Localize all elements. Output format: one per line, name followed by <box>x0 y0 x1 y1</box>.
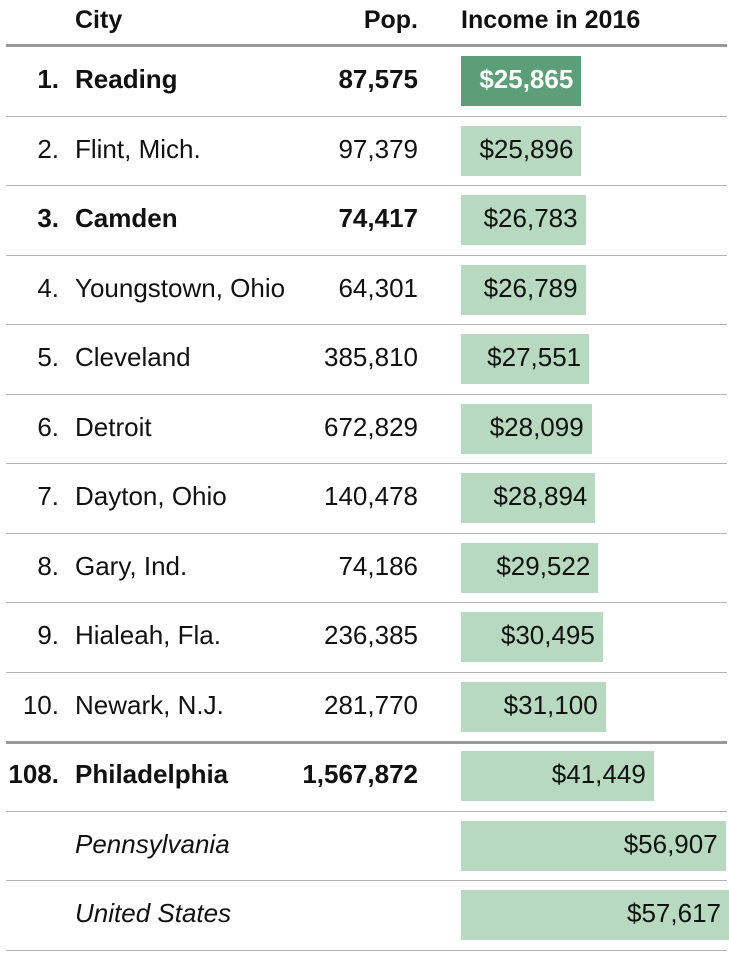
row-rank: 3. <box>37 203 59 233</box>
row-rank: 8. <box>37 550 59 581</box>
income-label: $31,100 <box>503 689 598 720</box>
income-label: $25,896 <box>479 133 574 164</box>
table-row: 6. Detroit 672,829 $28,099 <box>0 394 729 464</box>
row-city: Dayton, Ohio <box>75 481 227 511</box>
row-divider <box>6 463 727 464</box>
row-city: Pennsylvania <box>75 828 230 859</box>
income-bar: $27,551 <box>461 334 590 384</box>
income-label: $26,789 <box>483 272 578 303</box>
row-population: 385,810 <box>324 342 418 372</box>
row-divider <box>6 949 727 951</box>
income-bar: $41,449 <box>461 751 654 801</box>
table-row: 2. Flint, Mich. 97,379 $25,896 <box>0 116 729 186</box>
row-city: Youngstown, Ohio <box>75 272 286 303</box>
row-city: Flint, Mich. <box>75 133 201 164</box>
income-label: $28,894 <box>493 481 588 511</box>
row-city: Detroit <box>75 411 152 442</box>
row-city: Reading <box>75 64 178 94</box>
row-rank: 10. <box>22 689 59 720</box>
row-rank: 108. <box>8 759 59 789</box>
row-population: 236,385 <box>324 620 418 650</box>
row-population: 87,575 <box>338 64 418 94</box>
income-label: $26,783 <box>483 203 578 233</box>
row-city: Cleveland <box>75 342 191 372</box>
row-population: 74,186 <box>338 550 418 581</box>
row-divider <box>6 324 727 325</box>
row-divider <box>6 880 727 881</box>
table-row: 108. Philadelphia 1,567,872 $41,449 <box>0 741 729 811</box>
table-row: 8. Gary, Ind. 74,186 $29,522 <box>0 533 729 603</box>
table-row: 7. Dayton, Ohio 140,478 $28,894 <box>0 463 729 533</box>
row-population: 64,301 <box>338 272 418 303</box>
table-row: Pennsylvania $56,907 <box>0 811 729 881</box>
row-divider <box>6 185 727 186</box>
row-rank: 4. <box>37 272 59 303</box>
income-bar: $56,907 <box>461 820 726 871</box>
row-divider <box>6 44 727 47</box>
row-city: Camden <box>75 203 178 233</box>
row-population: 140,478 <box>324 481 418 511</box>
row-divider <box>6 532 727 534</box>
income-label: $29,522 <box>496 550 591 581</box>
income-bar: $57,617 <box>461 890 729 940</box>
income-label: $41,449 <box>551 759 646 789</box>
table-row: 3. Camden 74,417 $26,783 <box>0 185 729 255</box>
row-rank: 1. <box>37 64 59 94</box>
income-bar: $25,896 <box>461 125 582 176</box>
income-bar: $26,783 <box>461 195 586 245</box>
header-pop: Pop. <box>363 6 418 34</box>
income-label: $57,617 <box>627 898 721 928</box>
row-population: 281,770 <box>324 689 418 720</box>
table-row: 9. Hialeah, Fla. 236,385 $30,495 <box>0 602 729 672</box>
table-row: 4. Youngstown, Ohio 64,301 $26,789 <box>0 255 729 325</box>
row-city: United States <box>75 898 232 928</box>
row-population: 1,567,872 <box>302 759 418 789</box>
income-bar: $26,789 <box>461 264 586 315</box>
row-divider <box>6 810 727 812</box>
table-row: 1. Reading 87,575 $25,865 <box>0 46 729 116</box>
row-population: 672,829 <box>324 411 418 442</box>
income-bar: $30,495 <box>461 612 603 662</box>
income-label: $27,551 <box>487 342 582 372</box>
income-bar: $28,894 <box>461 473 596 523</box>
row-divider <box>6 602 727 603</box>
row-rank: 6. <box>37 411 59 442</box>
table-row: 10. Newark, N.J. 281,770 $31,100 <box>0 672 729 742</box>
table-row: 5. Cleveland 385,810 $27,551 <box>0 324 729 394</box>
row-divider <box>6 115 727 117</box>
row-city: Hialeah, Fla. <box>75 620 221 650</box>
row-rank: 5. <box>37 342 59 372</box>
income-label: $25,865 <box>479 64 574 94</box>
row-divider <box>6 741 727 744</box>
income-bar: $29,522 <box>461 542 599 593</box>
row-city: Philadelphia <box>75 759 229 789</box>
row-divider <box>6 671 727 673</box>
row-city: Newark, N.J. <box>75 689 224 720</box>
row-rank: 7. <box>37 481 59 511</box>
header-city: City <box>75 6 123 34</box>
income-bar: $28,099 <box>461 403 592 454</box>
income-label: $30,495 <box>500 620 595 650</box>
income-bar: $25,865 <box>461 56 582 106</box>
income-bar: $31,100 <box>461 681 606 732</box>
row-rank: 9. <box>37 620 59 650</box>
row-rank: 2. <box>37 133 59 164</box>
header-income: Income in 2016 <box>461 6 641 34</box>
table-row: United States $57,617 <box>0 880 729 950</box>
row-divider <box>6 393 727 395</box>
income-label: $56,907 <box>623 828 718 859</box>
row-population: 74,417 <box>338 203 418 233</box>
row-population: 97,379 <box>338 133 418 164</box>
table-header: City Pop. Income in 2016 <box>0 0 729 46</box>
row-divider <box>6 254 727 256</box>
income-label: $28,099 <box>489 411 584 442</box>
row-city: Gary, Ind. <box>75 550 188 581</box>
